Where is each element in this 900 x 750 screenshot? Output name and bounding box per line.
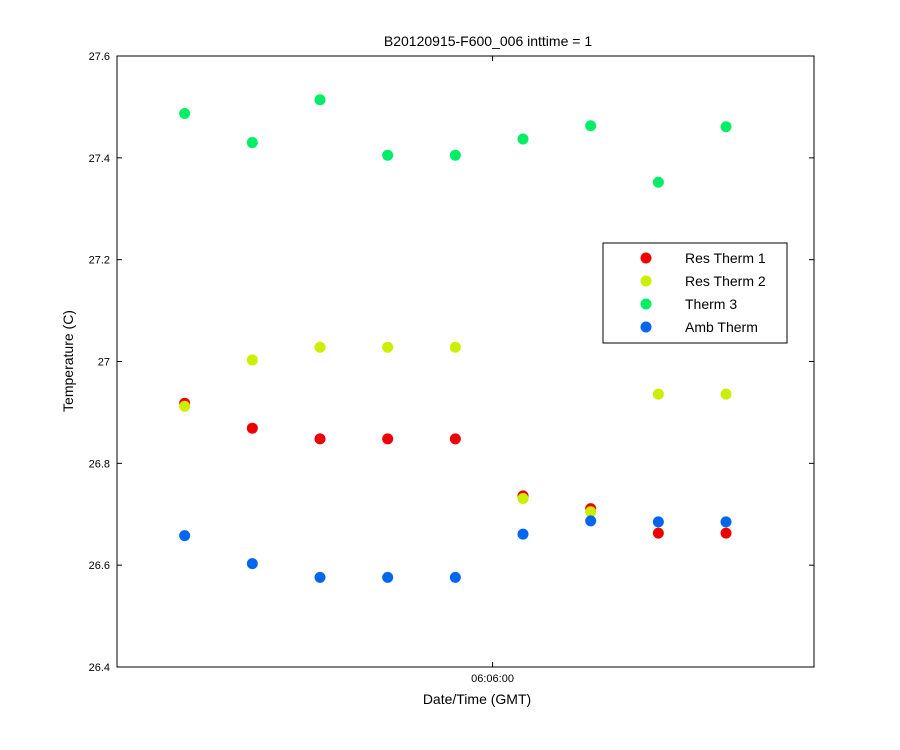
legend-box <box>602 242 788 344</box>
y-tick-label: 26.8 <box>89 458 110 470</box>
series-1 <box>179 341 732 518</box>
legend-label: Res Therm 2 <box>685 273 766 289</box>
y-tick-label: 27.6 <box>89 51 110 63</box>
data-point <box>449 571 461 583</box>
x-axis-label: Date/Time (GMT) <box>423 691 531 707</box>
data-point <box>517 528 529 540</box>
data-point <box>720 388 732 400</box>
data-point <box>314 433 326 445</box>
data-point <box>382 149 394 161</box>
data-point <box>246 354 258 366</box>
data-point <box>720 516 732 528</box>
data-point <box>246 422 258 434</box>
data-point <box>585 515 597 527</box>
data-point <box>517 133 529 145</box>
y-axis: 26.4 26.6 26.8 27 27.2 27.4 27.6 <box>89 51 814 674</box>
data-point <box>314 571 326 583</box>
data-point <box>720 121 732 133</box>
data-point <box>720 527 732 539</box>
data-point <box>382 571 394 583</box>
data-point <box>652 388 664 400</box>
data-point <box>179 400 191 412</box>
y-tick-label: 26.4 <box>89 662 110 674</box>
data-point <box>314 341 326 353</box>
y-tick-label: 27 <box>98 357 110 369</box>
legend-label: Therm 3 <box>685 296 737 312</box>
legend-marker <box>640 321 652 333</box>
plot-area <box>116 55 815 668</box>
data-point <box>382 341 394 353</box>
data-point <box>449 149 461 161</box>
y-tick-label: 27.2 <box>89 255 110 267</box>
data-point <box>585 120 597 132</box>
data-point <box>314 94 326 106</box>
data-points <box>179 94 732 583</box>
data-point <box>246 558 258 570</box>
data-point <box>246 137 258 149</box>
y-tick-label: 26.6 <box>89 560 110 572</box>
series-3 <box>179 515 732 583</box>
y-axis-label: Temperature (C) <box>60 310 76 412</box>
series-2 <box>179 94 732 188</box>
x-tick-label: 06:06:00 <box>471 673 514 685</box>
y-tick-label: 27.4 <box>89 153 110 165</box>
legend-label: Amb Therm <box>685 319 758 335</box>
data-point <box>449 341 461 353</box>
data-point <box>179 108 191 120</box>
data-point <box>382 433 394 445</box>
chart-title: B20120915-F600_006 inttime = 1 <box>384 33 592 49</box>
legend-label: Res Therm 1 <box>685 250 766 266</box>
legend-marker <box>640 275 652 287</box>
data-point <box>517 492 529 504</box>
legend-marker <box>640 252 652 264</box>
data-point <box>179 530 191 542</box>
data-point <box>652 176 664 188</box>
x-axis: 06:06:00 <box>471 56 514 685</box>
data-point <box>652 527 664 539</box>
data-point <box>449 433 461 445</box>
data-point <box>652 516 664 528</box>
legend: Res Therm 1 Res Therm 2 Therm 3 Amb Therm <box>602 242 788 344</box>
legend-marker <box>640 298 652 310</box>
data-point <box>585 506 597 518</box>
